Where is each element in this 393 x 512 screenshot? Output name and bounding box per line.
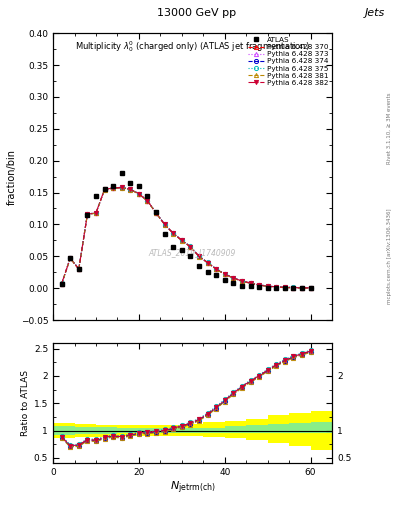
Y-axis label: Ratio to ATLAS: Ratio to ATLAS <box>21 370 29 436</box>
Text: Jets: Jets <box>365 8 385 18</box>
Y-axis label: fraction/bin: fraction/bin <box>6 148 17 205</box>
Legend: ATLAS, Pythia 6.428 370, Pythia 6.428 373, Pythia 6.428 374, Pythia 6.428 375, P: ATLAS, Pythia 6.428 370, Pythia 6.428 37… <box>247 35 330 87</box>
Text: ATLAS_2019_I1740909: ATLAS_2019_I1740909 <box>149 248 236 257</box>
Text: 13000 GeV pp: 13000 GeV pp <box>157 8 236 18</box>
Text: Rivet 3.1.10, ≥ 3M events: Rivet 3.1.10, ≥ 3M events <box>387 92 392 164</box>
Text: Multiplicity $\lambda_0^0$ (charged only) (ATLAS jet fragmentation): Multiplicity $\lambda_0^0$ (charged only… <box>75 39 310 54</box>
X-axis label: $N_{\mathrm{jetrm(ch)}}$: $N_{\mathrm{jetrm(ch)}}$ <box>170 480 215 497</box>
Text: mcplots.cern.ch [arXiv:1306.3436]: mcplots.cern.ch [arXiv:1306.3436] <box>387 208 392 304</box>
